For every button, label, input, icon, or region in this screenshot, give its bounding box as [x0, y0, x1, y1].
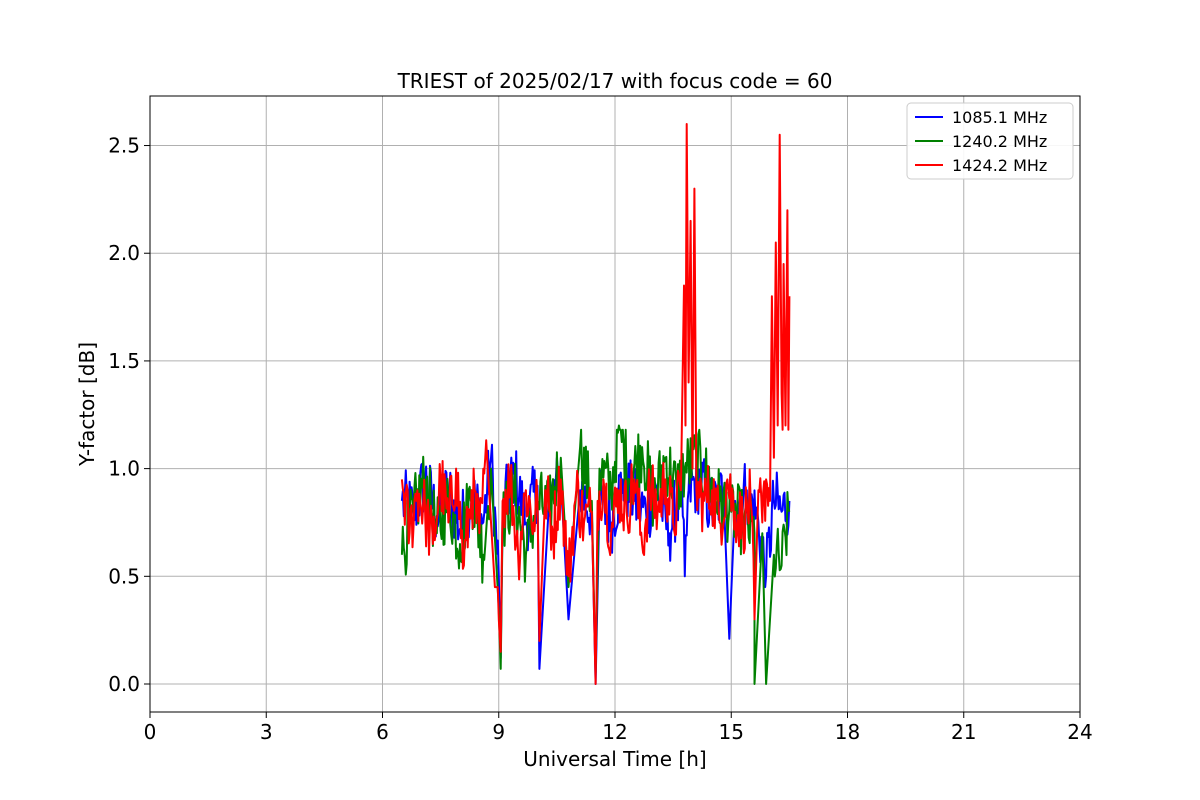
x-tick-label: 15 — [719, 720, 744, 744]
legend: 1085.1 MHz 1240.2 MHz 1424.2 MHz — [906, 102, 1074, 180]
y-tick-label: 1.5 — [108, 349, 140, 373]
series-line-2 — [400, 123, 791, 685]
x-tick-label: 12 — [602, 720, 627, 744]
y-tick-label: 2.0 — [108, 241, 140, 265]
legend-label-0: 1085.1 MHz — [952, 108, 1047, 127]
y-tick-label: 1.0 — [108, 457, 140, 481]
y-tick-label: 2.5 — [108, 134, 140, 158]
y-tick-label: 0.5 — [108, 564, 140, 588]
legend-label-1: 1240.2 MHz — [952, 132, 1047, 151]
legend-box — [906, 102, 1074, 180]
x-tick-label: 6 — [376, 720, 389, 744]
x-tick-label: 9 — [492, 720, 505, 744]
legend-label-2: 1424.2 MHz — [952, 156, 1047, 175]
legend-items: 1085.1 MHz 1240.2 MHz 1424.2 MHz — [915, 108, 1047, 175]
x-axis: 0 3 6 9 12 15 18 21 24 — [144, 712, 1093, 744]
series-line-1 — [400, 424, 791, 685]
y-tick-label: 0.0 — [108, 672, 140, 696]
series-layer — [400, 123, 791, 685]
x-tick-label: 0 — [144, 720, 157, 744]
x-tick-label: 21 — [951, 720, 976, 744]
chart-title: TRIEST of 2025/02/17 with focus code = 6… — [397, 69, 833, 93]
y-axis-label: Y-factor [dB] — [75, 342, 99, 467]
x-axis-label: Universal Time [h] — [523, 747, 706, 771]
y-axis: 0.0 0.5 1.0 1.5 2.0 2.5 — [108, 134, 150, 696]
x-tick-label: 18 — [835, 720, 860, 744]
x-tick-label: 3 — [260, 720, 273, 744]
x-tick-label: 24 — [1067, 720, 1092, 744]
